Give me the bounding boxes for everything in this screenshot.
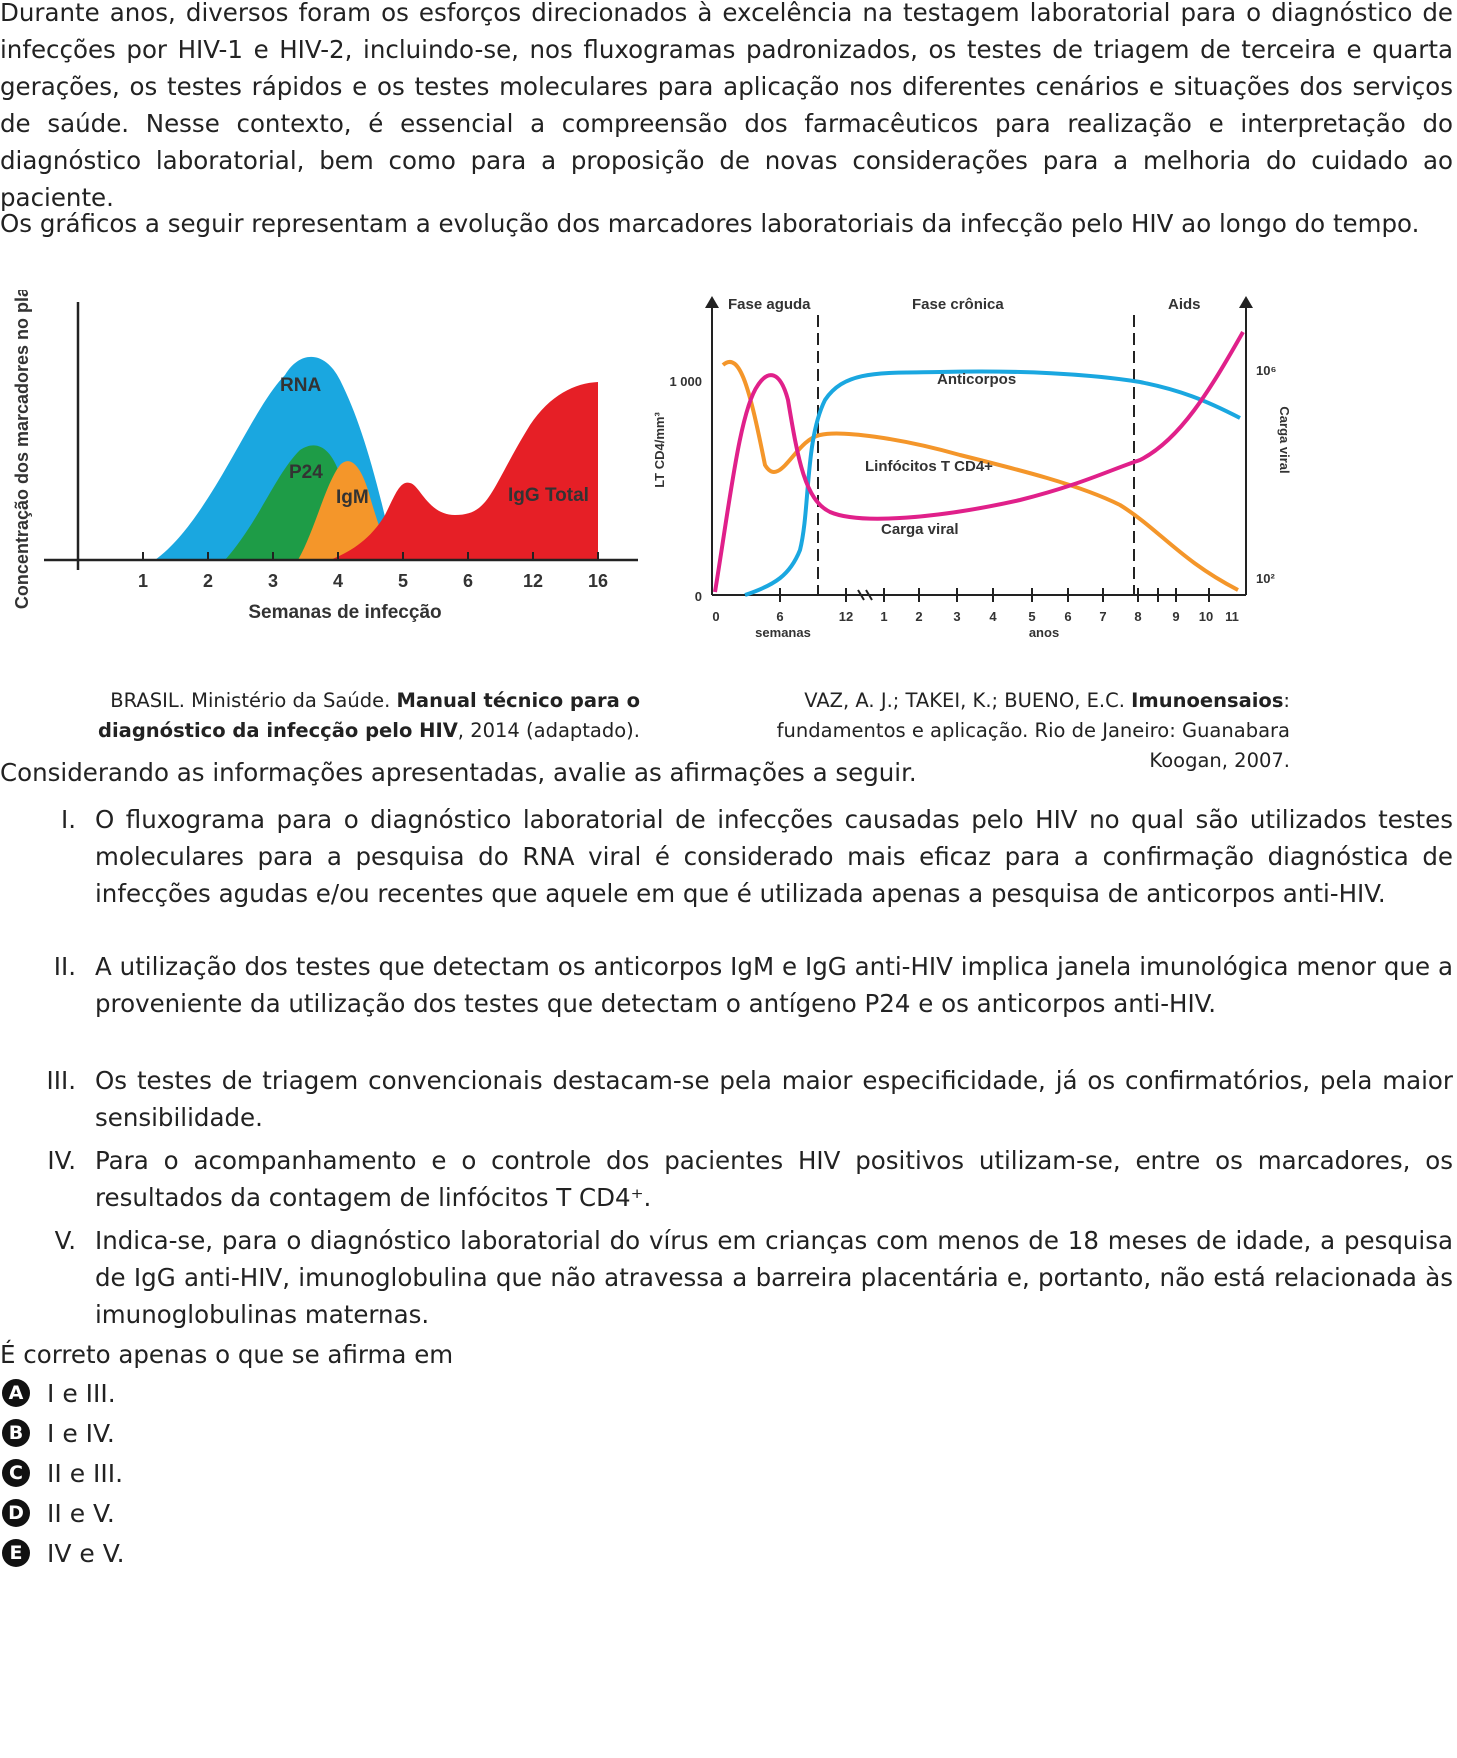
chart-hiv-evolution: Fase aguda Fase crônica Aids 0 1 000 10⁶…: [652, 296, 1292, 640]
option-letter-badge: B: [2, 1419, 30, 1447]
tick-label: 1: [138, 571, 148, 591]
x-ticks: [142, 552, 599, 560]
option-letter-badge: E: [2, 1539, 30, 1567]
chart-markers-weeks: 1 2 3 4 5 6 12 16 Semanas de infecção Co…: [12, 290, 638, 623]
x-tick-label: 10: [1199, 609, 1213, 624]
y-right-label: Carga viral: [1277, 406, 1292, 473]
y-right-tick: 10²: [1256, 571, 1275, 586]
line-antibodies: [744, 369, 1241, 597]
tick-label: 3: [268, 571, 278, 591]
source-1-title: Manual técnico para o diagnóstico da inf…: [98, 689, 640, 742]
statement-text: Os testes de triagem convencionais desta…: [95, 1066, 1453, 1132]
tick-label: 5: [398, 571, 408, 591]
tick-label: 2: [203, 571, 213, 591]
x-tick-label: 8: [1134, 609, 1141, 624]
statement-number: II.: [53, 952, 76, 981]
x-tick-label: 12: [839, 609, 853, 624]
option-text: IV e V.: [47, 1539, 125, 1568]
statement-text: A utilização dos testes que detectam os …: [95, 952, 1453, 1018]
source-2-author: VAZ, A. J.; TAKEI, K.; BUENO, E.C.: [804, 689, 1132, 712]
option-letter-badge: C: [2, 1459, 30, 1487]
x-tick-label: 5: [1028, 609, 1035, 624]
series-label-igg: IgG Total: [508, 485, 589, 506]
source-1-rest: , 2014 (adaptado).: [457, 719, 640, 742]
x-unit-weeks: semanas: [755, 625, 811, 640]
statement-text: Para o acompanhamento e o controle dos p…: [95, 1146, 1453, 1212]
x-tick-label: 9: [1172, 609, 1179, 624]
x-tick-label: 3: [953, 609, 960, 624]
x-tick-label: 6: [1064, 609, 1071, 624]
area-igg: [330, 382, 598, 560]
x-tick-label: 7: [1099, 609, 1106, 624]
graphs-intro: Os gráficos a seguir representam a evolu…: [0, 209, 1420, 238]
intro-paragraph: Durante anos, diversos foram os esforços…: [0, 0, 1453, 212]
option-text: I e III.: [47, 1379, 116, 1408]
series-label-viral-load: Carga viral: [881, 521, 959, 538]
y-left-tick: 1 000: [669, 374, 702, 389]
y-axis-label: Concentração dos marcadores no plasma: [12, 290, 32, 609]
right-axis-arrow: [1239, 296, 1253, 308]
left-axis-arrow: [705, 296, 719, 308]
series-label-cd4: Linfócitos T CD4+: [865, 458, 993, 475]
option-text: I e IV.: [47, 1419, 115, 1448]
x-tick-label: 4: [989, 609, 997, 624]
statement-text: O fluxograma para o diagnóstico laborato…: [95, 805, 1453, 908]
x-tick-label: 11: [1225, 609, 1239, 624]
option-text: II e III.: [47, 1459, 124, 1488]
tick-label: 12: [523, 571, 543, 591]
source-1-author: BRASIL. Ministério da Saúde.: [110, 689, 397, 712]
y-left-tick: 0: [695, 589, 702, 604]
answer-prompt: É correto apenas o que se afirma em: [0, 1340, 454, 1369]
statement-number: IV.: [47, 1146, 76, 1175]
source-2: VAZ, A. J.; TAKEI, K.; BUENO, E.C. Imuno…: [700, 686, 1290, 776]
source-2-title: Imunoensaios: [1131, 689, 1284, 712]
series-label-igm: IgM: [336, 487, 369, 508]
statement-number: V.: [54, 1226, 76, 1255]
x-tick-label: 6: [776, 609, 783, 624]
statement-number: III.: [46, 1066, 76, 1095]
tick-label: 16: [588, 571, 608, 591]
x-axis-label: Semanas de infecção: [248, 602, 441, 623]
x-tick-label: 0: [712, 609, 719, 624]
option-text: II e V.: [47, 1499, 115, 1528]
option-letter-badge: A: [2, 1379, 30, 1407]
series-label-p24: P24: [289, 462, 323, 483]
source-2-rest: : fundamentos e aplicação. Rio de Janeir…: [776, 689, 1290, 772]
x-unit-years: anos: [1029, 625, 1059, 640]
line-cd4: [721, 360, 1239, 592]
option-letter-badge: D: [2, 1499, 30, 1527]
line-viral-load: [713, 331, 1245, 593]
source-1: BRASIL. Ministério da Saúde. Manual técn…: [20, 686, 640, 746]
area-igm: [298, 461, 392, 560]
statement-text: Indica-se, para o diagnóstico laboratori…: [95, 1226, 1453, 1329]
y-right-tick: 10⁶: [1256, 363, 1276, 378]
y-left-label: LT CD4/mm³: [652, 412, 667, 488]
tick-label: 4: [333, 571, 343, 591]
question-intro: Considerando as informações apresentadas…: [0, 758, 917, 787]
series-label-rna: RNA: [280, 375, 321, 396]
x-tick-label: 1: [880, 609, 887, 624]
statement-number: I.: [60, 805, 76, 834]
x-tick-label: 2: [915, 609, 922, 624]
phase-label: Fase aguda: [728, 296, 811, 313]
x-ticks: [779, 588, 1210, 602]
series-label-antibodies: Anticorpos: [937, 371, 1016, 388]
phase-label: Aids: [1168, 296, 1201, 313]
phase-label: Fase crônica: [912, 296, 1004, 313]
tick-label: 6: [463, 571, 473, 591]
